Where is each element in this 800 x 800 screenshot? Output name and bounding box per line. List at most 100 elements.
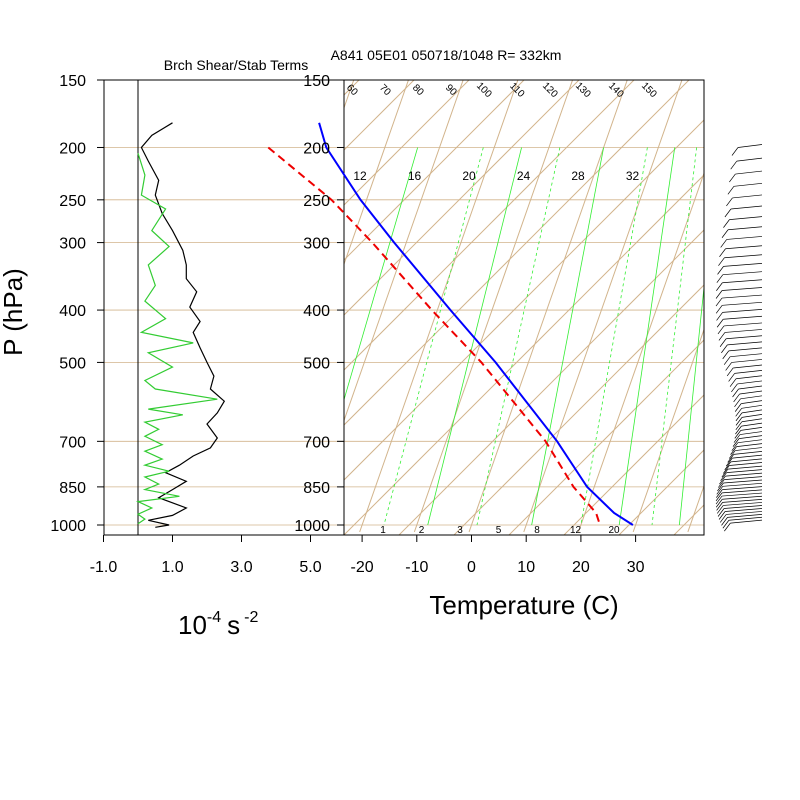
wind-barb xyxy=(722,271,763,276)
wind-barb xyxy=(735,447,763,451)
wind-barb xyxy=(736,443,763,447)
isotherm-line xyxy=(413,80,574,533)
wind-barb-flag xyxy=(732,388,739,398)
wind-barb xyxy=(721,492,763,497)
mixing-ratio-label: 28 xyxy=(571,169,585,183)
wind-barb-flag xyxy=(730,160,738,170)
wind-barb xyxy=(725,472,763,477)
unit-s: s xyxy=(227,610,240,640)
wind-barb-flag xyxy=(716,319,724,328)
wind-barb-flag xyxy=(735,421,743,430)
wind-barb xyxy=(724,505,763,509)
wind-barb-flag xyxy=(719,248,726,257)
wind-barb-flag xyxy=(721,344,728,354)
theta-label: 60 xyxy=(344,82,360,98)
wind-barb-flag xyxy=(727,454,735,463)
y-tick-label: 200 xyxy=(303,140,330,157)
mixing-ratio-label: 1 xyxy=(380,525,386,536)
skew-t-lines xyxy=(344,55,800,535)
wind-barb-flag xyxy=(717,266,724,275)
wind-barb-flag xyxy=(725,362,732,371)
x-tick-label: 0 xyxy=(467,559,476,576)
wind-barb xyxy=(739,431,763,435)
theta-label: 90 xyxy=(443,82,459,98)
wind-barb-flag xyxy=(716,486,724,495)
wind-barb-flag xyxy=(730,446,737,455)
mixing-ratio-line xyxy=(531,147,605,526)
isotherm-line xyxy=(468,80,628,533)
y-tick-label: 150 xyxy=(59,73,86,90)
left-panel-title: Brch Shear/Stab Terms xyxy=(164,57,308,73)
wind-barb xyxy=(738,385,763,390)
y-tick-label: 1000 xyxy=(50,518,86,535)
left-panel-grid xyxy=(104,79,344,526)
wind-barb xyxy=(722,489,763,494)
wind-barb-flag xyxy=(729,378,737,387)
wind-barb xyxy=(730,353,763,358)
wind-barb-flag xyxy=(716,489,723,498)
y-tick-label: 850 xyxy=(303,480,330,497)
isotherm-line xyxy=(344,80,409,266)
wind-barb-flag xyxy=(733,393,740,403)
wind-barb-flag xyxy=(718,257,725,266)
wind-barb xyxy=(738,435,763,439)
wind-barb xyxy=(722,499,763,503)
dry-adiabat-line xyxy=(784,55,800,535)
dry-adiabat-line xyxy=(344,80,470,206)
x-tick-label: 3.0 xyxy=(230,559,252,576)
wind-barb xyxy=(725,245,763,250)
temperature-line xyxy=(318,122,634,526)
wind-barb-flag xyxy=(723,219,730,228)
dry-adiabat-line xyxy=(618,449,704,535)
dry-adiabat-line xyxy=(729,55,800,535)
wind-barb xyxy=(726,469,763,474)
wind-barb xyxy=(733,182,763,187)
x-tick-label: -1.0 xyxy=(90,559,118,576)
mixing-ratio-label: 16 xyxy=(408,169,422,183)
mixing-ratio-line xyxy=(344,147,419,402)
wind-barb-flag xyxy=(715,499,723,508)
wind-barb xyxy=(722,301,763,306)
wind-barb xyxy=(727,341,763,346)
wind-barb-flag xyxy=(719,475,726,485)
x-axis-label: Temperature (C) xyxy=(429,590,618,620)
wind-barb xyxy=(741,418,763,423)
wind-barbs xyxy=(715,144,763,532)
wind-barb-flag xyxy=(734,403,742,412)
y-tick-label: 300 xyxy=(59,236,86,253)
wind-barb-flag xyxy=(728,450,736,459)
wind-barb-flag xyxy=(726,367,734,377)
mixing-ratio-label: 20 xyxy=(462,169,476,183)
wind-barb xyxy=(722,482,763,487)
y-tick-label: 500 xyxy=(59,355,86,372)
wind-barb-flag xyxy=(735,417,743,426)
wind-barb-flag xyxy=(735,408,742,417)
wind-barb xyxy=(734,370,763,374)
wind-barb xyxy=(725,508,763,512)
dry-adiabat-line xyxy=(344,80,415,151)
mixing-ratio-line xyxy=(383,147,484,526)
wind-barb-flag xyxy=(719,338,727,347)
wind-barb-flag xyxy=(727,186,735,195)
wind-barb-flag xyxy=(719,514,727,523)
wind-barb xyxy=(728,347,763,352)
wind-barb xyxy=(723,479,763,484)
dry-adiabat-line xyxy=(453,284,704,535)
wind-barb xyxy=(727,226,763,231)
wind-barb-flag xyxy=(718,511,726,520)
isotherm-line xyxy=(743,80,800,532)
wind-barb-flag xyxy=(722,520,730,529)
y-tick-label: 850 xyxy=(59,480,86,497)
wind-barb-flag xyxy=(715,492,723,502)
wind-barb-flag xyxy=(731,147,739,156)
mixing-ratio-label: 3 xyxy=(457,525,463,536)
theta-label: 100 xyxy=(474,80,494,100)
wind-barb-flag xyxy=(721,229,729,238)
wind-barb xyxy=(735,170,763,175)
wind-barb-flag xyxy=(724,522,731,532)
wind-barb xyxy=(729,462,763,466)
wind-barb xyxy=(741,404,763,409)
wind-barb xyxy=(741,409,763,414)
isotherm-line xyxy=(359,80,519,533)
mixing-ratio-label: 12 xyxy=(353,169,367,183)
